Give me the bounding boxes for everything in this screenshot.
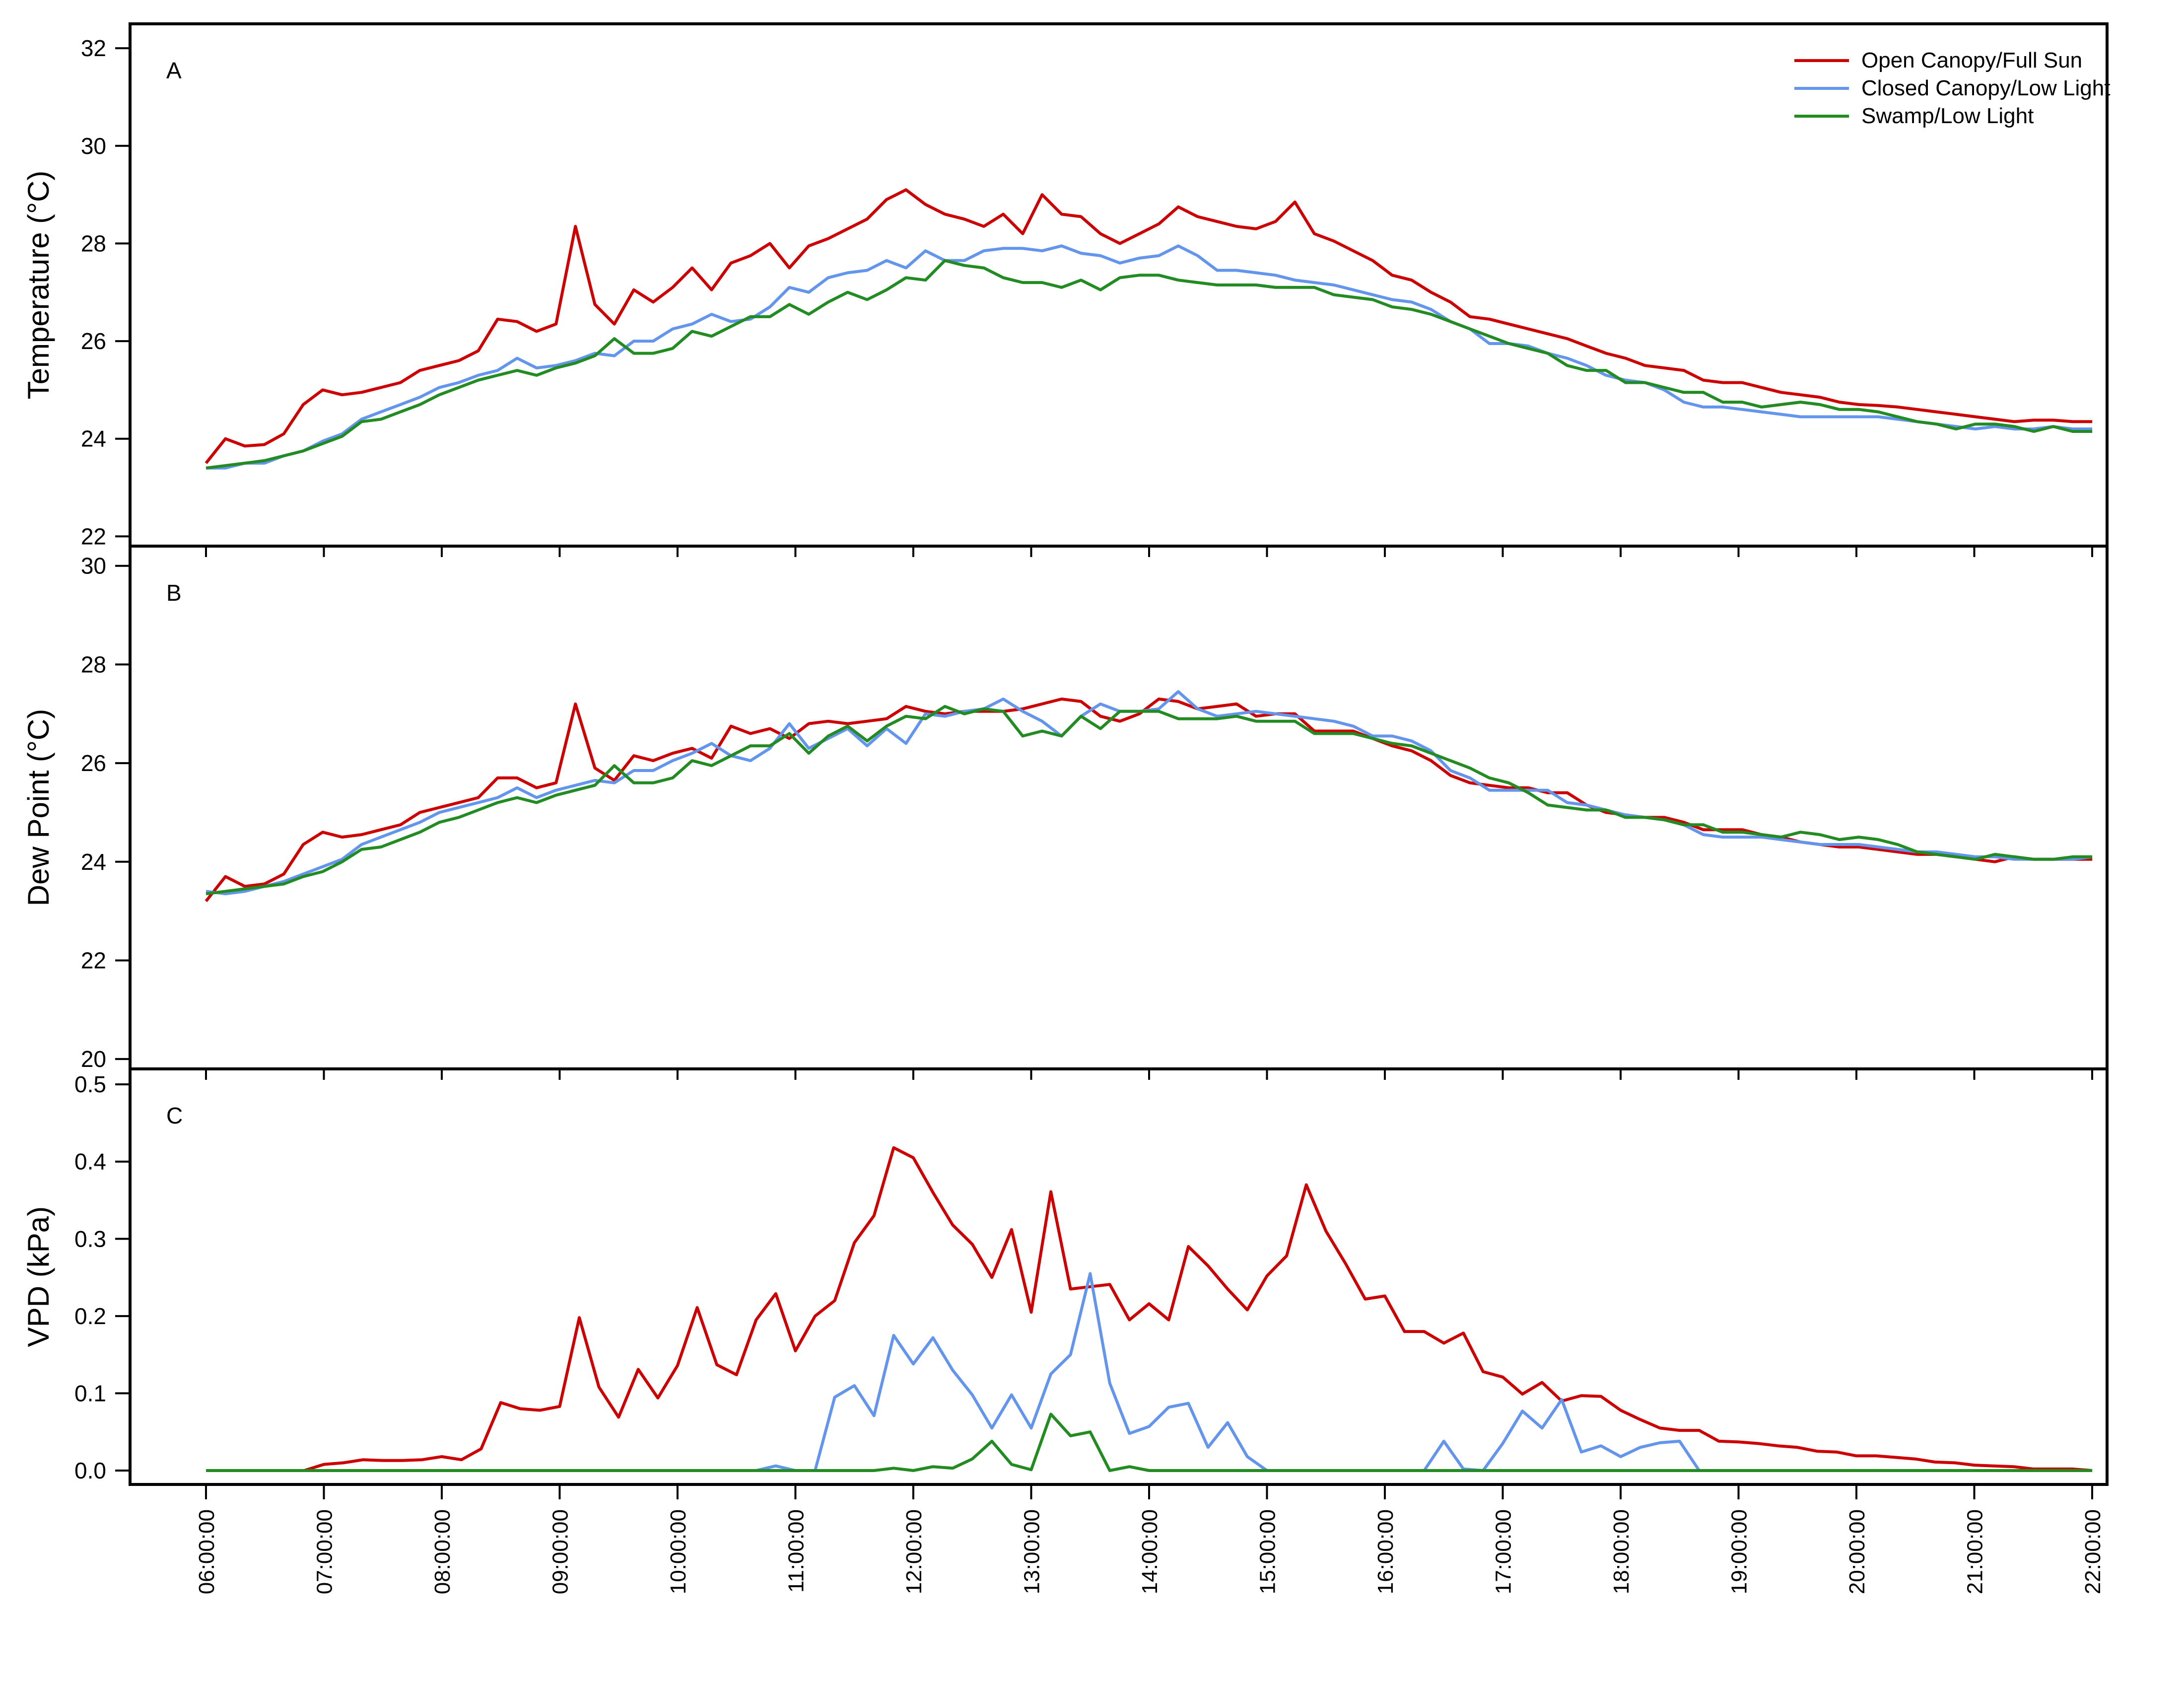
y-tick-label: 0.5 [74, 1071, 106, 1097]
y-axis-label: VPD (kPa) [22, 1206, 55, 1347]
y-tick-label: 24 [81, 849, 106, 875]
x-tick-label: 16:00:00 [1373, 1509, 1398, 1594]
panel-label: C [166, 1103, 183, 1128]
legend-label-closed: Closed Canopy/Low Light [1861, 76, 2110, 100]
x-tick-label: 19:00:00 [1727, 1509, 1752, 1594]
x-tick-label: 10:00:00 [666, 1509, 690, 1594]
series-line-swamp [206, 1412, 2092, 1472]
y-tick-label: 30 [81, 133, 106, 159]
panel-frame [129, 1067, 2109, 1486]
y-axis-label: Dew Point (°C) [22, 709, 55, 906]
y-tick-label: 0.4 [74, 1149, 106, 1175]
y-tick-label: 0.1 [74, 1380, 106, 1406]
y-tick-label: 22 [81, 947, 106, 973]
y-tick-label: 30 [81, 553, 106, 579]
y-tick-label: 28 [81, 651, 106, 677]
y-tick-label: 22 [81, 523, 106, 549]
x-tick-label: 20:00:00 [1845, 1509, 1869, 1594]
panel-label: A [166, 58, 182, 83]
legend: Open Canopy/Full Sun Closed Canopy/Low L… [1794, 48, 2110, 128]
y-tick-label: 24 [81, 426, 106, 452]
x-tick-label: 22:00:00 [2081, 1509, 2105, 1594]
x-tick-label: 15:00:00 [1256, 1509, 1280, 1594]
panel-label: B [166, 580, 182, 606]
x-tick-label: 09:00:00 [548, 1509, 573, 1594]
series-line-swamp [205, 259, 2092, 470]
series-line-swamp [205, 704, 2092, 896]
x-tick-label: 18:00:00 [1609, 1509, 1634, 1594]
y-tick-label: 20 [81, 1046, 106, 1072]
x-tick-label: 13:00:00 [1020, 1509, 1044, 1594]
series-line-open [205, 188, 2092, 464]
y-axis-label: Temperature (°C) [22, 171, 55, 400]
series-line-closed [206, 244, 2092, 470]
y-tick-label: 32 [81, 35, 106, 61]
legend-label-open: Open Canopy/Full Sun [1861, 48, 2082, 72]
panel-c: 0.0 0.1 0.2 0.3 0.4 0.5 VPD (kPa) C [22, 1067, 2109, 1486]
x-tick-label: 06:00:00 [195, 1509, 219, 1594]
panel-b: 20 22 24 26 28 30 Dew Point (°C) B [22, 545, 2109, 1072]
legend-label-swamp: Swamp/Low Light [1861, 104, 2034, 128]
y-tick-label: 26 [81, 328, 106, 354]
x-tick-label: 08:00:00 [430, 1509, 455, 1594]
x-tick-label: 07:00:00 [313, 1509, 337, 1594]
x-tick-label: 17:00:00 [1492, 1509, 1516, 1594]
y-tick-label: 26 [81, 750, 106, 776]
y-tick-label: 0.0 [74, 1458, 106, 1483]
x-tick-label: 11:00:00 [784, 1509, 809, 1593]
y-tick-label: 0.2 [74, 1303, 106, 1329]
x-axis: 06:00:00 07:00:00 08:00:00 09:00:00 10:00:00… [195, 1484, 2105, 1594]
series-line-open [206, 1146, 2093, 1472]
x-tick-label: 14:00:00 [1138, 1509, 1162, 1594]
y-tick-label: 28 [81, 230, 106, 256]
x-tick-label: 12:00:00 [902, 1509, 926, 1594]
x-tick-label: 21:00:00 [1963, 1509, 1987, 1594]
y-tick-label: 0.3 [74, 1226, 106, 1252]
